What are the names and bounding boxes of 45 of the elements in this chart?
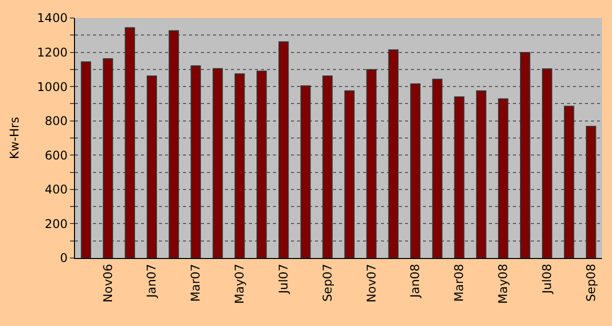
bar: [168, 30, 179, 258]
bar: [234, 73, 245, 258]
bar: [586, 126, 596, 258]
x-tick-label: Sep08: [584, 264, 598, 302]
y-tick-label: 200: [44, 216, 68, 231]
bar: [476, 90, 486, 258]
bar: [102, 58, 114, 258]
y-tick-label: 1200: [37, 45, 68, 60]
x-tick-label: Mar07: [188, 264, 203, 302]
bar: [190, 65, 201, 258]
x-tick-label: Nov06: [100, 264, 115, 303]
bar: [410, 83, 420, 258]
bar: [146, 75, 157, 258]
bar: [124, 27, 136, 258]
bar: [388, 49, 399, 258]
x-tick-label: May08: [496, 264, 510, 304]
bar: [212, 68, 223, 258]
x-tick-label: Jul07: [276, 264, 290, 295]
bar: [366, 69, 377, 258]
y-axis-title: Kw-Hrs: [7, 116, 22, 160]
y-tick-label: 800: [44, 114, 68, 128]
bar: [300, 85, 311, 258]
x-tick-label: Jul08: [540, 264, 554, 295]
x-tick-label: Sep07: [320, 264, 334, 302]
y-tick-label: 400: [44, 182, 68, 197]
x-tick-label: May07: [232, 264, 247, 304]
x-tick-label: Nov07: [364, 264, 378, 303]
y-tick-label: 1400: [37, 11, 68, 26]
bar: [322, 75, 333, 258]
y-tick-label: 1000: [37, 80, 68, 94]
bar: [520, 52, 530, 258]
y-tick-label: 600: [44, 148, 68, 162]
y-tick-label: 0: [60, 251, 68, 266]
bar: [564, 106, 574, 258]
bar: [80, 61, 92, 258]
bar: [278, 41, 289, 258]
bar: [256, 70, 267, 258]
bar: [542, 68, 552, 258]
bar: [432, 78, 442, 258]
bar: [344, 90, 355, 258]
bar: [498, 98, 508, 258]
bar: [454, 96, 464, 258]
x-tick-label: Jan08: [408, 264, 422, 299]
x-tick-label: Mar08: [452, 264, 466, 302]
x-tick-label: Jan07: [144, 264, 159, 299]
